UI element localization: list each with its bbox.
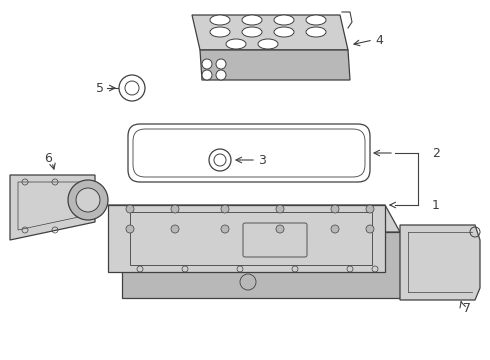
- Circle shape: [202, 70, 212, 80]
- Circle shape: [76, 188, 100, 212]
- Circle shape: [214, 154, 226, 166]
- Ellipse shape: [226, 39, 246, 49]
- Text: 4: 4: [375, 33, 383, 46]
- Polygon shape: [400, 225, 480, 300]
- Circle shape: [171, 225, 179, 233]
- Ellipse shape: [306, 27, 326, 37]
- Polygon shape: [192, 15, 348, 50]
- Polygon shape: [108, 205, 385, 272]
- Polygon shape: [108, 205, 400, 232]
- Ellipse shape: [210, 15, 230, 25]
- Text: 6: 6: [44, 152, 52, 165]
- Ellipse shape: [274, 15, 294, 25]
- Circle shape: [366, 205, 374, 213]
- Circle shape: [216, 59, 226, 69]
- Ellipse shape: [258, 39, 278, 49]
- Circle shape: [171, 205, 179, 213]
- Circle shape: [221, 225, 229, 233]
- Circle shape: [202, 59, 212, 69]
- Circle shape: [119, 75, 145, 101]
- Circle shape: [276, 205, 284, 213]
- Circle shape: [68, 180, 108, 220]
- Circle shape: [126, 225, 134, 233]
- Ellipse shape: [210, 27, 230, 37]
- Polygon shape: [130, 212, 386, 238]
- Text: 3: 3: [258, 153, 266, 166]
- Circle shape: [276, 225, 284, 233]
- Circle shape: [331, 205, 339, 213]
- Text: 5: 5: [96, 81, 104, 95]
- Polygon shape: [200, 50, 350, 80]
- Circle shape: [126, 205, 134, 213]
- Polygon shape: [10, 175, 105, 240]
- Ellipse shape: [242, 27, 262, 37]
- Text: 1: 1: [432, 198, 440, 212]
- Circle shape: [216, 70, 226, 80]
- Circle shape: [209, 149, 231, 171]
- Circle shape: [125, 81, 139, 95]
- Ellipse shape: [242, 15, 262, 25]
- Text: 7: 7: [463, 302, 471, 315]
- Circle shape: [221, 205, 229, 213]
- Text: 2: 2: [432, 147, 440, 159]
- Circle shape: [331, 225, 339, 233]
- Circle shape: [366, 225, 374, 233]
- Polygon shape: [122, 232, 400, 298]
- Ellipse shape: [306, 15, 326, 25]
- Ellipse shape: [274, 27, 294, 37]
